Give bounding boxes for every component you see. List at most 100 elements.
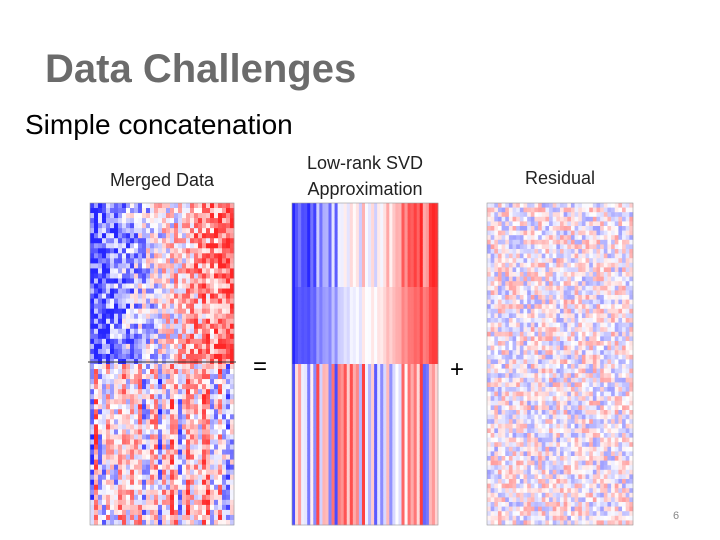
heatmap-cell <box>422 483 427 491</box>
heatmap-cell <box>319 252 323 260</box>
heatmap-cell <box>331 357 335 365</box>
heatmap-cell <box>377 371 381 379</box>
heatmap-cell <box>434 308 439 316</box>
heatmap-cell <box>497 364 502 369</box>
heatmap-cell <box>377 504 381 512</box>
heatmap-cell <box>310 427 314 435</box>
heatmap-cell <box>194 348 199 355</box>
heatmap-cell <box>401 308 405 316</box>
heatmap-cell <box>118 399 123 405</box>
heatmap-cell <box>206 364 211 370</box>
heatmap-cell <box>122 228 127 234</box>
heatmap-cell <box>434 497 439 505</box>
heatmap-cell <box>494 322 499 328</box>
heatmap-cell <box>218 258 223 264</box>
heatmap-cell <box>422 455 427 463</box>
heatmap-cell <box>428 336 433 344</box>
heatmap-cell <box>134 308 139 314</box>
heatmap-cell <box>186 499 191 506</box>
heatmap-cell <box>218 303 223 309</box>
heatmap-cell <box>508 230 513 236</box>
heatmap-cell <box>301 462 305 470</box>
heatmap-cell <box>340 406 345 414</box>
heatmap-cell <box>142 258 147 264</box>
heatmap-cell <box>292 343 296 351</box>
heatmap-cell <box>230 479 235 486</box>
heatmap-cell <box>110 514 115 521</box>
heatmap-cell <box>307 287 311 295</box>
heatmap-cell <box>110 499 115 506</box>
heatmap-cell <box>407 203 411 211</box>
heatmap-cell <box>292 259 296 267</box>
heatmap-cell <box>186 308 191 314</box>
heatmap-cell <box>392 315 396 323</box>
heatmap-cell <box>325 315 329 323</box>
heatmap-cell <box>298 399 302 407</box>
heatmap-cell <box>114 293 119 299</box>
heatmap-cell <box>146 223 151 229</box>
heatmap-cell <box>487 433 491 438</box>
heatmap-cell <box>428 259 433 267</box>
heatmap-cell <box>428 406 433 414</box>
heatmap-cell <box>206 474 211 481</box>
heatmap-cell <box>413 238 418 246</box>
heatmap-cell <box>90 223 95 229</box>
heatmap-cell <box>162 464 167 470</box>
heatmap-cell <box>343 476 348 484</box>
heatmap-cell <box>194 248 199 254</box>
heatmap-cell <box>222 419 227 425</box>
heatmap-cell <box>487 382 491 388</box>
heatmap-cell <box>494 203 499 208</box>
heatmap-cell <box>295 252 299 260</box>
heatmap-cell <box>106 283 111 289</box>
heatmap-cell <box>434 413 439 421</box>
heatmap-cell <box>304 301 308 309</box>
heatmap-cell <box>186 424 191 430</box>
heatmap-cell <box>118 389 123 395</box>
heatmap-cell <box>328 301 332 309</box>
heatmap-cell <box>230 454 235 460</box>
heatmap-cell <box>206 399 211 405</box>
heatmap-cell <box>150 213 155 219</box>
heatmap-cell <box>166 379 171 385</box>
heatmap-cell <box>198 489 203 496</box>
heatmap-cell <box>310 448 314 456</box>
heatmap-cell <box>337 518 341 526</box>
heatmap-cell <box>383 210 387 218</box>
heatmap-cell <box>313 441 317 449</box>
heatmap-cell <box>292 224 296 232</box>
heatmap-cell <box>343 455 348 463</box>
heatmap-cell <box>404 350 408 358</box>
heatmap-cell <box>298 322 302 330</box>
heatmap-cell <box>182 268 187 274</box>
heatmap-cell <box>230 399 235 405</box>
heatmap-cell <box>343 364 348 372</box>
heatmap-cell <box>358 462 363 470</box>
heatmap-cell <box>349 427 354 435</box>
heatmap-cell <box>325 343 329 351</box>
heatmap-cell <box>501 492 506 498</box>
heatmap-cell <box>138 474 143 481</box>
heatmap-cell <box>501 515 506 521</box>
heatmap-cell <box>501 460 506 466</box>
heatmap-cell <box>352 294 357 302</box>
heatmap-cell <box>210 218 215 224</box>
heatmap-cell <box>425 497 430 505</box>
heatmap-cell <box>490 262 495 268</box>
heatmap-cell <box>202 283 207 289</box>
heatmap-cell <box>422 287 427 295</box>
heatmap-cell <box>431 413 436 421</box>
heatmap-cell <box>170 258 175 264</box>
heatmap-cell <box>328 420 332 428</box>
heatmap-cell <box>349 224 354 232</box>
heatmap-cell <box>106 489 111 496</box>
heatmap-cell <box>307 224 311 232</box>
heatmap-cell <box>416 511 421 519</box>
heatmap-cell <box>505 216 510 222</box>
heatmap-cell <box>368 343 372 351</box>
heatmap-cell <box>416 357 421 365</box>
heatmap-cell <box>298 504 302 512</box>
heatmap-cell <box>142 348 147 355</box>
heatmap-cell <box>395 392 399 400</box>
heatmap-cell <box>398 217 402 225</box>
